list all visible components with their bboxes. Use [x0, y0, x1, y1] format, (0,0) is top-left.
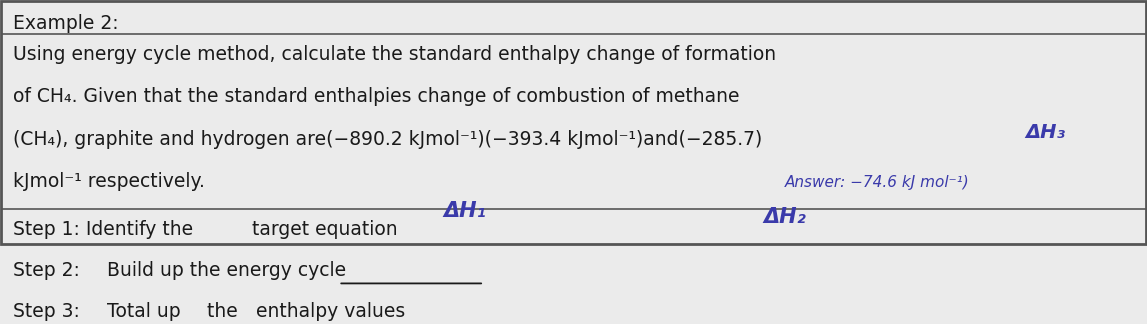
Text: ΔH₂: ΔH₂: [764, 207, 806, 227]
Text: (CH₄), graphite and hydrogen are(−890.2 kJmol⁻¹)(−393.4 kJmol⁻¹)and(−285.7): (CH₄), graphite and hydrogen are(−890.2 …: [13, 130, 762, 149]
Text: enthalpy values: enthalpy values: [257, 302, 406, 321]
Text: kJmol⁻¹ respectively.: kJmol⁻¹ respectively.: [13, 172, 204, 191]
Text: of CH₄. Given that the standard enthalpies change of combustion of methane: of CH₄. Given that the standard enthalpi…: [13, 87, 740, 106]
Text: Using energy cycle method, calculate the standard enthalpy change of formation: Using energy cycle method, calculate the…: [13, 45, 777, 64]
Text: ΔH₁: ΔH₁: [444, 201, 486, 221]
Text: Answer: −74.6 kJ mol⁻¹): Answer: −74.6 kJ mol⁻¹): [786, 175, 970, 190]
Text: Step 1: Identify the: Step 1: Identify the: [13, 219, 198, 238]
Text: Step 2:: Step 2:: [13, 261, 86, 280]
Text: the: the: [202, 302, 244, 321]
Text: ΔH₃: ΔH₃: [1025, 122, 1066, 142]
Text: Step 3:: Step 3:: [13, 302, 86, 321]
Text: Total up: Total up: [107, 302, 180, 321]
Text: Build up the energy cycle: Build up the energy cycle: [107, 261, 345, 280]
Text: Example 2:: Example 2:: [13, 14, 118, 32]
Text: target equation: target equation: [252, 219, 398, 238]
